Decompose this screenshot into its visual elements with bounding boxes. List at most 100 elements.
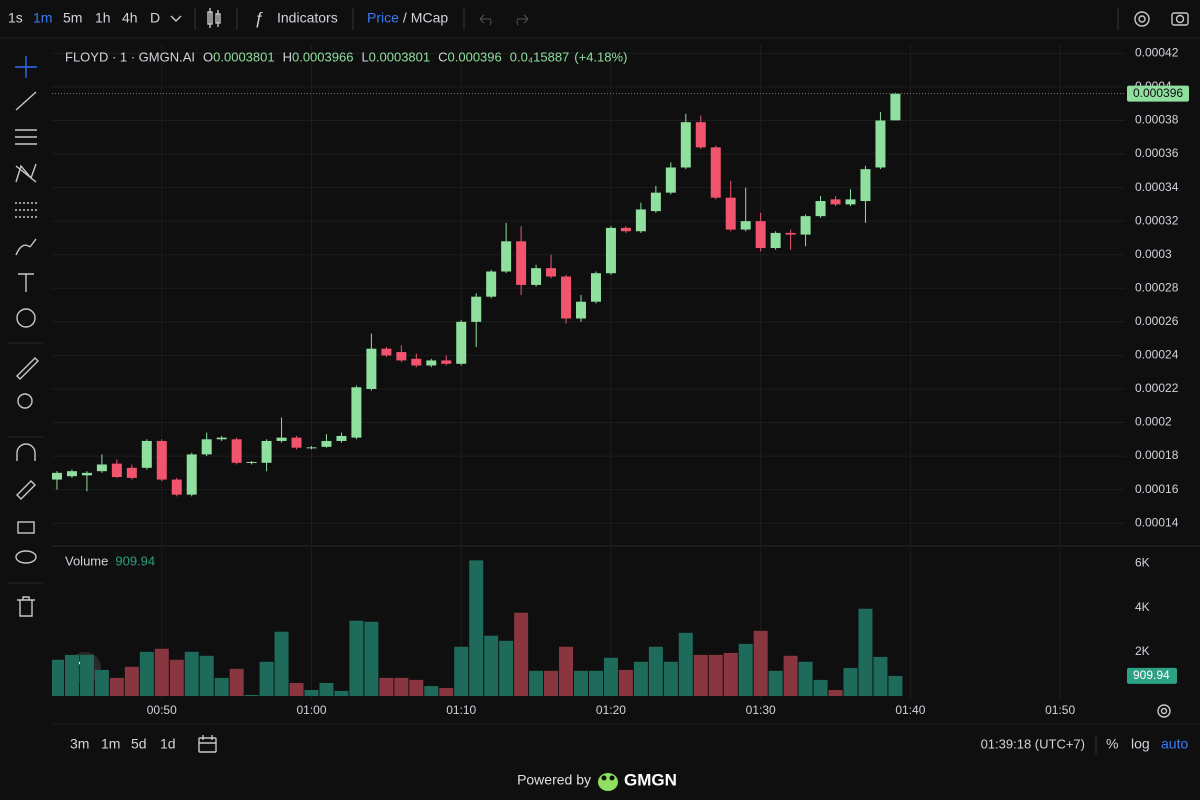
volume-bar [244,694,259,696]
percent-toggle[interactable]: % [1106,736,1118,752]
interval-button[interactable]: 5m [63,10,82,26]
volume-bar [514,612,529,696]
chart-type-button[interactable] [207,8,221,28]
volume-bar [409,679,424,696]
price-mode-price[interactable]: Price [367,10,399,26]
interval-button[interactable]: 1m [33,10,52,26]
candle-body [426,360,437,366]
x-tick-label: 01:40 [895,703,925,717]
candle-body [770,232,781,249]
volume-bar [94,669,109,696]
volume-bar [618,669,633,696]
volume-bar [379,677,394,696]
hline-tool[interactable] [15,129,37,145]
candle-body [695,122,706,148]
candle-body [815,201,826,217]
candle-body [216,437,227,440]
log-toggle[interactable]: log [1131,736,1150,752]
emoji-tool[interactable] [16,308,36,328]
screenshot-button[interactable] [1171,12,1189,26]
volume-title: Volume [65,553,108,568]
brush-tool[interactable] [15,238,37,256]
interval-button[interactable]: 1s [8,10,23,26]
settings-button[interactable] [1134,11,1150,27]
range-button[interactable]: 1d [160,736,176,752]
candle-body [875,120,886,168]
volume-bar [603,657,618,696]
y-tick-label: 0.00042 [1135,46,1179,60]
candle-body [441,360,452,364]
volume-tick-label: 4K [1135,600,1150,614]
y-tick-label: 0.00028 [1135,280,1179,294]
stay-drawing-tool[interactable] [16,480,36,500]
zoom-tool[interactable] [17,393,33,409]
hide-tool[interactable] [15,550,37,564]
volume-bar [334,690,349,696]
lock-tool[interactable] [17,521,35,534]
volume-bar [753,630,768,696]
candle-body [396,352,407,361]
crosshair-tool[interactable] [15,56,37,78]
interval-button[interactable]: D [150,10,160,26]
interval-button[interactable]: 4h [122,10,138,26]
indicators-button[interactable]: Indicators [277,10,338,26]
volume-value: 909.94 [115,553,155,568]
x-tick-label: 01:10 [446,703,476,717]
y-tick-label: 0.00014 [1135,515,1179,529]
ruler-tool[interactable] [16,357,39,380]
ohlc-value: 0.000396 [448,49,502,64]
redo-button[interactable] [516,14,529,26]
y-tick-label: 0.00018 [1135,448,1179,462]
y-tick-label: 0.0003 [1135,247,1172,261]
volume-bar [154,648,169,696]
candle-body [620,227,631,232]
axis-settings[interactable] [1157,704,1171,718]
volume-bar [469,560,484,696]
range-button[interactable]: 3m [70,736,89,752]
x-tick-label: 01:30 [746,703,776,717]
gmgn-logo [598,773,618,791]
candle-body [561,276,572,319]
candle-body [231,439,242,463]
undo-button[interactable] [479,14,492,26]
y-tick-label: 0.0002 [1135,415,1172,429]
ohlc-label: H [283,49,292,64]
last-volume-tag [1127,667,1177,684]
magnet-tool[interactable] [16,443,36,461]
ohlc-label: C [438,49,447,64]
brand: GMGN [624,770,677,789]
volume-bar [229,668,244,696]
pattern-tool[interactable] [15,163,37,183]
range-button[interactable]: 5d [131,736,147,752]
price-mode-separator[interactable]: / [403,10,407,26]
volume-bar [184,651,199,696]
volume-bar [559,646,574,696]
candle-body [471,296,482,322]
trendline-tool[interactable] [15,91,37,111]
candle-body [486,271,497,297]
price-mode-mcap[interactable]: MCap [411,10,449,26]
volume-bar [768,670,783,696]
candle-body [800,216,811,235]
interval-button[interactable]: 1h [95,10,111,26]
candle-body [366,348,377,389]
volume-bar [798,661,813,696]
volume-bar [199,655,214,696]
volume-bar [124,666,139,696]
volume-bar [813,679,828,696]
range-button[interactable]: 1m [101,736,120,752]
text-tool[interactable] [18,273,34,292]
auto-toggle[interactable]: auto [1161,736,1188,752]
volume-bar [873,656,888,696]
date-range-button[interactable] [198,735,217,753]
fx-icon[interactable]: ƒ [254,8,263,27]
volume-bar [574,670,588,696]
volume-bar [274,631,289,696]
volume-bar [708,654,723,696]
interval-dropdown[interactable] [170,15,182,22]
y-tick-label: 0.00032 [1135,213,1179,227]
delete-tool[interactable] [17,596,35,617]
y-tick-label: 0.00022 [1135,381,1179,395]
candle-body [201,439,212,455]
ohlc-value: 0.0003801 [369,49,430,64]
